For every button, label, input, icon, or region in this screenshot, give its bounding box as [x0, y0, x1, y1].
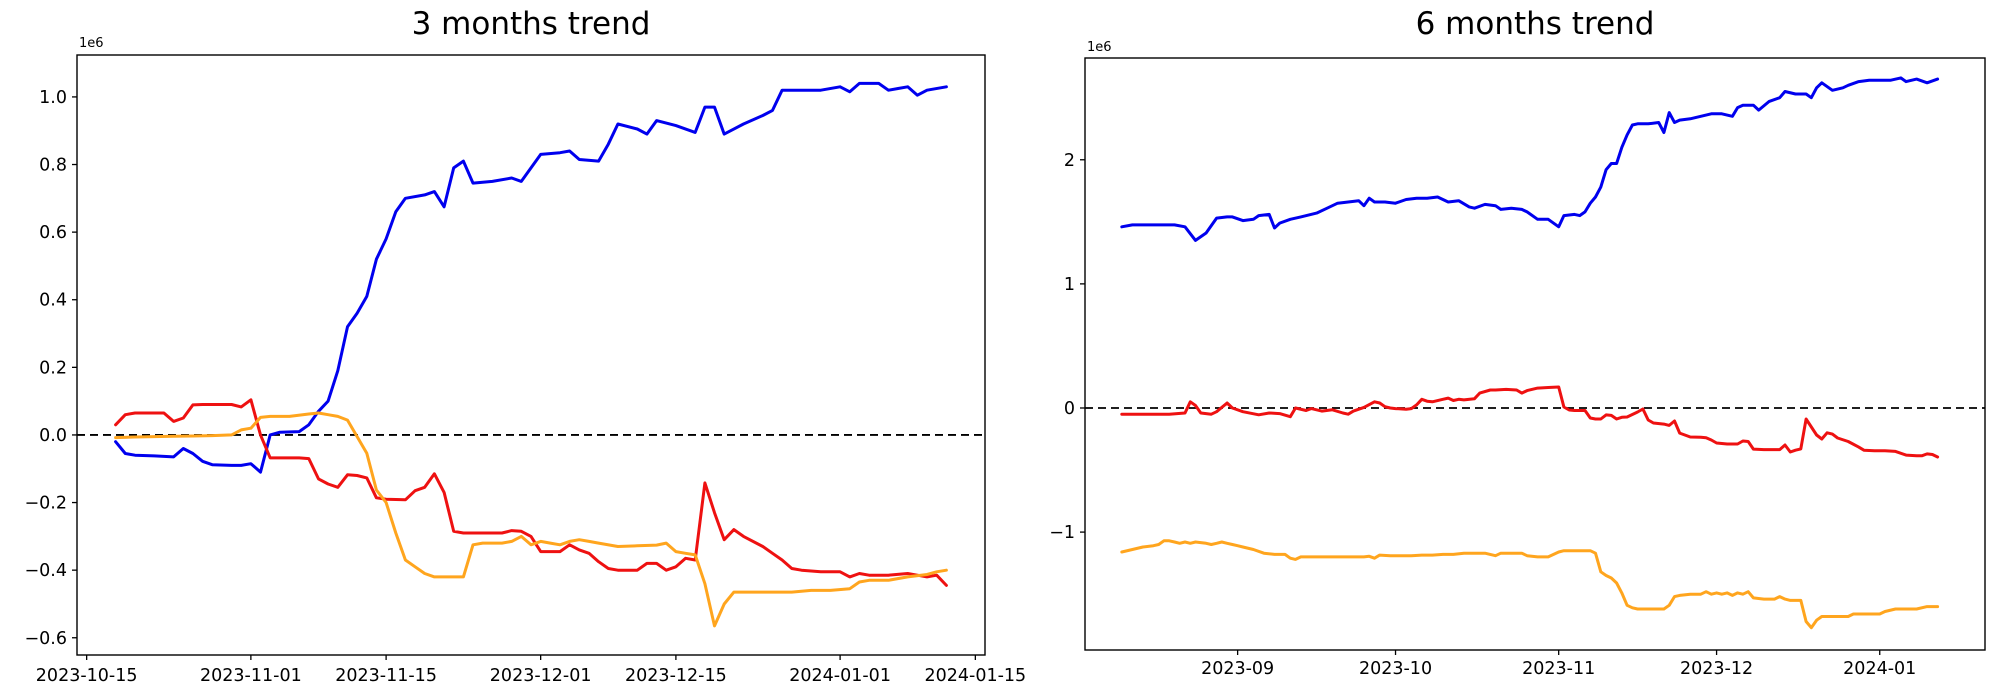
- y-tick-label: 1.0: [39, 88, 67, 108]
- chart-3-months: 1.0 0.8 0.6 0.4 0.2 0.0 −0.2 −0.4 −0.6 2023-10-15…: [25, 54, 1026, 686]
- chart-title-3-months: 3 months trend: [411, 6, 651, 42]
- y-tick-label: 0.4: [39, 291, 67, 311]
- x-tick-label: 2023-10-15: [36, 666, 138, 686]
- y-tick-label: −0.4: [25, 561, 68, 581]
- y-tick-label: 1: [1064, 275, 1075, 295]
- x-tick-label: 2023-11: [1522, 659, 1595, 679]
- chart-6-months: 2 1 0 −1 2023-09 2023-10 2023-11 2023-12 2024-01: [1049, 57, 1986, 679]
- series-line-orange: [114, 411, 948, 628]
- x-tick-label: 2024-01-01: [789, 666, 891, 686]
- series-line-red: [114, 398, 948, 587]
- x-tick-label: 2023-09: [1201, 659, 1274, 679]
- y-tick-label: 2: [1064, 151, 1075, 171]
- x-tick-label: 2023-11-01: [200, 666, 302, 686]
- y-tick-label: 0.0: [39, 426, 67, 446]
- y-tick-label: −0.6: [25, 629, 68, 649]
- y-tick-label: 0: [1064, 399, 1075, 419]
- x-tick-label: 2023-11-15: [335, 666, 437, 686]
- series-line-blue: [114, 81, 948, 474]
- y-tick-label: −0.2: [25, 494, 68, 514]
- y-axis-offset-label-left: 1e6: [79, 36, 104, 51]
- y-axis-offset-label-right: 1e6: [1087, 40, 1112, 55]
- x-tick-label: 2023-12-15: [625, 666, 727, 686]
- axes-box: [76, 54, 986, 656]
- y-tick-label: −1: [1049, 523, 1075, 543]
- x-tick-label: 2023-12: [1680, 659, 1753, 679]
- series-line-red: [1120, 385, 1940, 459]
- series-line-blue: [1120, 76, 1940, 242]
- y-tick-label: 0.2: [39, 358, 67, 378]
- x-tick-label: 2024-01-15: [924, 666, 1026, 686]
- x-tick-label: 2023-12-01: [490, 666, 592, 686]
- y-tick-label: 0.6: [39, 223, 67, 243]
- y-tick-label: 0.8: [39, 156, 67, 176]
- series-line-orange: [1120, 539, 1940, 630]
- chart-title-6-months: 6 months trend: [1415, 6, 1655, 42]
- x-tick-label: 2023-10: [1359, 659, 1432, 679]
- x-tick-label: 2024-01: [1843, 659, 1916, 679]
- axes-box: [1084, 57, 1986, 651]
